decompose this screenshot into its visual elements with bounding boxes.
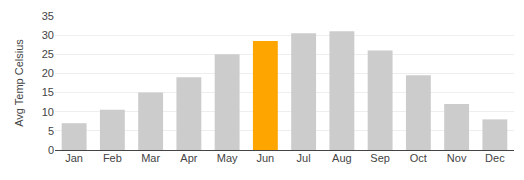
svg-text:Feb: Feb [103,152,122,164]
svg-text:May: May [217,152,238,164]
svg-text:10: 10 [42,106,54,118]
svg-text:Apr: Apr [180,152,197,164]
svg-text:35: 35 [42,10,54,22]
svg-text:0: 0 [48,144,54,156]
svg-text:25: 25 [42,48,54,60]
svg-text:Mar: Mar [141,152,160,164]
svg-text:20: 20 [42,67,54,79]
svg-text:Nov: Nov [447,152,467,164]
svg-text:Jun: Jun [257,152,275,164]
svg-text:Avg Temp Celsius: Avg Temp Celsius [13,39,25,127]
svg-text:Jul: Jul [297,152,311,164]
svg-text:30: 30 [42,29,54,41]
svg-text:15: 15 [42,86,54,98]
svg-text:Jan: Jan [65,152,83,164]
svg-text:Aug: Aug [332,152,352,164]
svg-text:Dec: Dec [485,152,505,164]
svg-text:5: 5 [48,125,54,137]
svg-text:Sep: Sep [370,152,390,164]
svg-text:Oct: Oct [410,152,427,164]
